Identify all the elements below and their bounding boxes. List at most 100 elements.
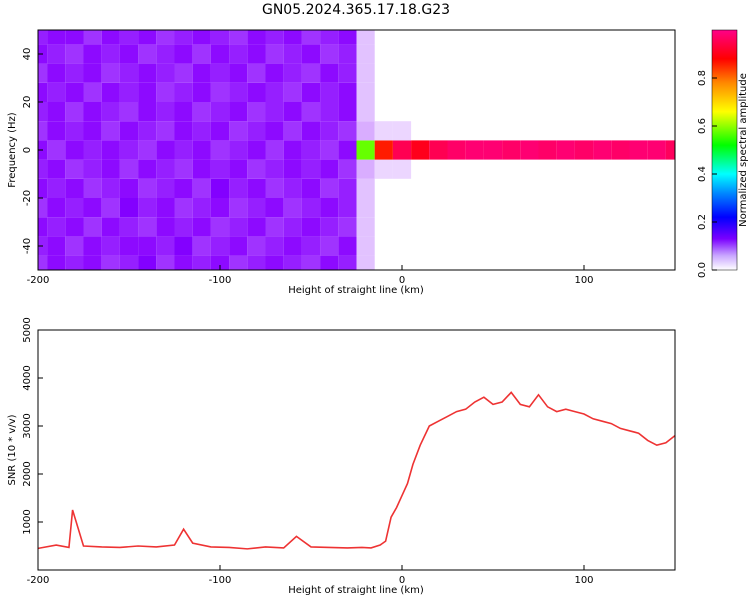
snr-x-label: Height of straight line (km) <box>288 585 424 596</box>
heatmap-cell <box>174 82 193 102</box>
heatmap-cell <box>356 82 375 102</box>
heatmap-cell <box>320 82 339 102</box>
heatmap-cell <box>210 63 230 83</box>
heatmap-cell <box>301 159 321 179</box>
heatmap-cell <box>283 198 302 218</box>
x-tick-label: -200 <box>27 275 50 286</box>
heatmap-cell <box>301 82 321 102</box>
heatmap-cell <box>65 140 84 160</box>
heatmap-cell <box>65 198 84 218</box>
heatmap-cell <box>338 255 357 270</box>
heatmap-cell <box>229 140 248 160</box>
heatmap-cell <box>156 102 175 122</box>
y-tick-label: 2000 <box>22 461 33 486</box>
heatmap-cell <box>338 198 357 218</box>
heatmap-cell <box>465 140 484 160</box>
colorbar-tick-label: 0.4 <box>697 166 708 182</box>
heatmap-cell <box>38 102 48 122</box>
heatmap-cell <box>229 44 248 64</box>
heatmap-cell <box>247 255 266 270</box>
heatmap-cell <box>265 255 284 270</box>
heatmap-cell <box>83 217 102 237</box>
heatmap-cell <box>301 140 321 160</box>
heatmap-cell <box>301 121 321 141</box>
heatmap-cell <box>338 63 357 83</box>
heatmap-cell <box>338 102 357 122</box>
heatmap-cell <box>538 140 557 160</box>
heatmap-cell <box>156 198 175 218</box>
y-tick-label: 3000 <box>22 413 33 438</box>
heatmap-cell <box>119 178 139 198</box>
heatmap-cell <box>119 159 139 179</box>
heatmap-cell <box>138 102 157 122</box>
heatmap-cell <box>138 255 157 270</box>
heatmap-cell <box>101 121 120 141</box>
heatmap-cell <box>247 236 266 256</box>
heatmap-cell <box>138 159 157 179</box>
heatmap-cell <box>374 121 393 141</box>
heatmap-cell <box>83 178 102 198</box>
heatmap-cell <box>101 44 120 64</box>
heatmap-cell <box>338 140 357 160</box>
heatmap-cell <box>283 159 302 179</box>
heatmap-cell <box>229 236 248 256</box>
heatmap-cell <box>47 82 66 102</box>
heatmap-cell <box>138 198 157 218</box>
heatmap-cell <box>119 82 139 102</box>
heatmap-cells <box>38 30 675 270</box>
heatmap-cell <box>47 159 66 179</box>
heatmap-cell <box>38 217 48 237</box>
heatmap-cell <box>174 178 193 198</box>
heatmap-cell <box>138 236 157 256</box>
heatmap-cell <box>47 217 66 237</box>
heatmap-cell <box>192 30 211 45</box>
x-tick-label: -200 <box>27 575 50 586</box>
heatmap-cell <box>101 63 120 83</box>
heatmap-cell <box>174 159 193 179</box>
heatmap-cell <box>83 44 102 64</box>
heatmap-cell <box>356 178 375 198</box>
heatmap-cell <box>119 102 139 122</box>
heatmap-cell <box>283 82 302 102</box>
heatmap-cell <box>301 30 321 45</box>
heatmap-cell <box>47 102 66 122</box>
heatmap-cell <box>101 198 120 218</box>
heatmap-cell <box>320 236 339 256</box>
heatmap-cell <box>283 236 302 256</box>
heatmap-cell <box>283 121 302 141</box>
heatmap-cell <box>502 140 521 160</box>
heatmap-cell <box>301 198 321 218</box>
heatmap-cell <box>192 159 211 179</box>
heatmap-cell <box>665 140 675 160</box>
heatmap-cell <box>65 217 84 237</box>
heatmap-cell <box>38 159 48 179</box>
heatmap-cell <box>265 63 284 83</box>
heatmap-cell <box>320 198 339 218</box>
spectrogram-x-ticks: -200 -100 0 100 <box>27 265 594 286</box>
snr-series <box>38 391 675 550</box>
heatmap-cell <box>174 63 193 83</box>
heatmap-cell <box>174 217 193 237</box>
heatmap-cell <box>65 178 84 198</box>
figure-title: GN05.2024.365.17.18.G23 <box>262 2 450 18</box>
heatmap-cell <box>156 255 175 270</box>
heatmap-cell <box>247 217 266 237</box>
heatmap-cell <box>156 159 175 179</box>
heatmap-cell <box>156 140 175 160</box>
heatmap-cell <box>356 63 375 83</box>
heatmap-cell <box>156 236 175 256</box>
heatmap-cell <box>338 82 357 102</box>
heatmap-cell <box>301 255 321 270</box>
heatmap-cell <box>210 102 230 122</box>
heatmap-cell <box>520 140 539 160</box>
x-tick-label: -100 <box>209 275 232 286</box>
heatmap-cell <box>320 217 339 237</box>
heatmap-cell <box>283 217 302 237</box>
heatmap-cell <box>174 255 193 270</box>
heatmap-cell <box>119 63 139 83</box>
heatmap-cell <box>320 159 339 179</box>
colorbar-ticks: 0.0 0.2 0.4 0.6 0.8 <box>697 70 717 278</box>
heatmap-cell <box>101 102 120 122</box>
heatmap-cell <box>629 140 648 160</box>
heatmap-cell <box>320 44 339 64</box>
